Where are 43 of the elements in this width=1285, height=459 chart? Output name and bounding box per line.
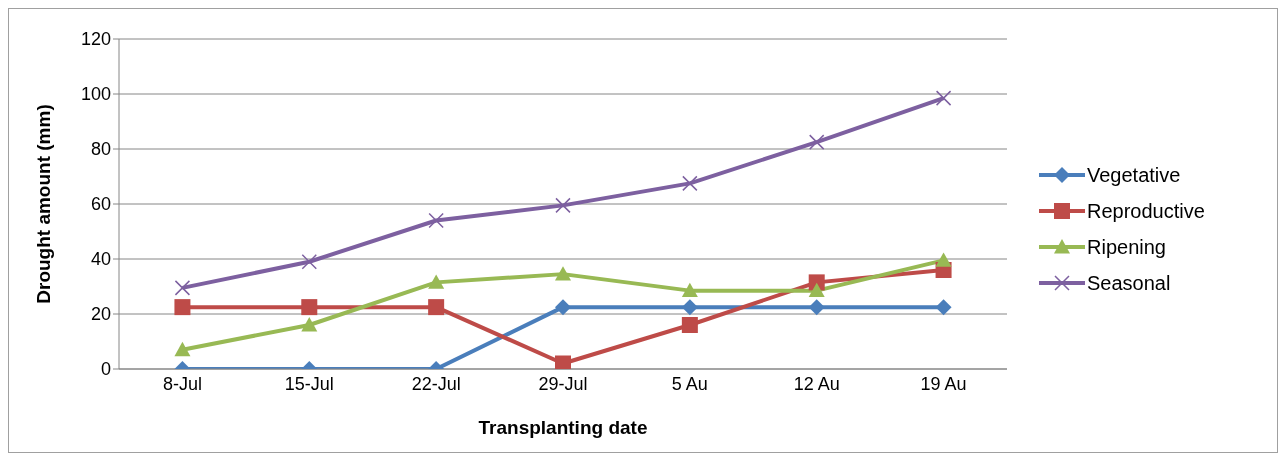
y-tick-label: 120 bbox=[80, 29, 111, 50]
point bbox=[174, 341, 191, 357]
point bbox=[935, 299, 952, 316]
point bbox=[555, 299, 571, 316]
y-tick-label: 60 bbox=[90, 194, 111, 215]
x-tick-label: 5 Au bbox=[671, 373, 708, 394]
point bbox=[935, 252, 952, 267]
point bbox=[808, 299, 825, 316]
point bbox=[428, 212, 444, 229]
point bbox=[301, 254, 318, 270]
y-tick-label: 20 bbox=[90, 304, 111, 325]
y-axis-title: Drought amount (mm) bbox=[32, 104, 54, 304]
point bbox=[681, 317, 698, 333]
point bbox=[935, 90, 952, 106]
point bbox=[681, 299, 698, 316]
legend-label: Ripening bbox=[1087, 235, 1166, 260]
y-tick-label: 0 bbox=[100, 359, 111, 380]
legend-label: Reproductive bbox=[1087, 199, 1205, 224]
y-tick-label: 80 bbox=[90, 139, 111, 160]
x-tick-label: 29-Jul bbox=[538, 373, 588, 394]
point bbox=[174, 299, 191, 316]
point bbox=[681, 282, 698, 298]
x-tick-label: 8-Jul bbox=[162, 373, 202, 394]
point bbox=[301, 317, 318, 332]
point bbox=[808, 134, 825, 150]
x-tick-label: 12 Au bbox=[793, 373, 840, 394]
point bbox=[301, 299, 318, 316]
x-tick-label: 15-Jul bbox=[284, 373, 334, 394]
y-tick-label: 40 bbox=[90, 249, 111, 270]
point bbox=[174, 280, 191, 296]
x-tick-label: 19 Au bbox=[920, 373, 967, 394]
point bbox=[555, 355, 571, 369]
x-axis-title: Transplanting date bbox=[478, 417, 648, 438]
y-tick-label: 100 bbox=[80, 84, 111, 105]
point bbox=[428, 299, 445, 316]
point bbox=[555, 266, 571, 281]
point bbox=[682, 175, 698, 192]
point bbox=[808, 282, 825, 298]
legend-label: Seasonal bbox=[1087, 271, 1171, 296]
legend-label: Vegetative bbox=[1087, 163, 1181, 188]
point bbox=[555, 197, 571, 214]
point bbox=[428, 274, 445, 289]
x-tick-label: 22-Jul bbox=[411, 373, 461, 394]
